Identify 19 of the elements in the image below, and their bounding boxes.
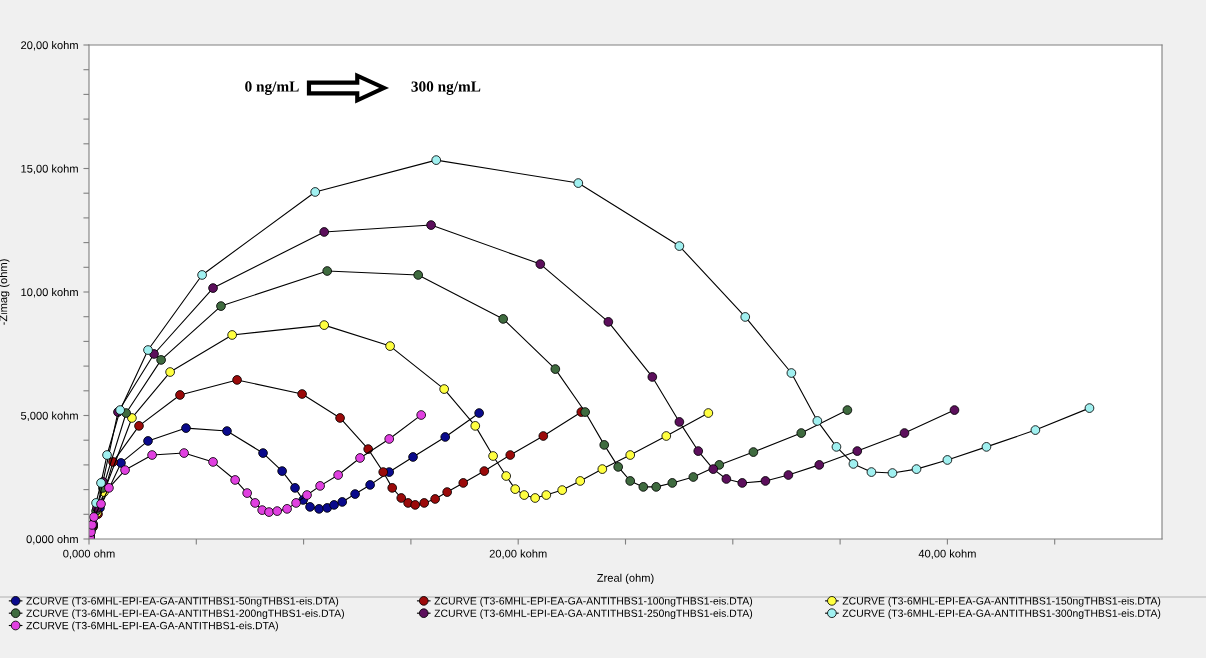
legend-label: ZCURVE (T3-6MHL-EPI-EA-GA-ANTITHBS1-150ngTHBS1-eis.DTA)	[842, 596, 1161, 607]
y-tick-label: 20,00 kohm	[21, 40, 78, 51]
legend-label: ZCURVE (T3-6MHL-EPI-EA-GA-ANTITHBS1-eis.DTA)	[26, 621, 278, 632]
legend-label: ZCURVE (T3-6MHL-EPI-EA-GA-ANTITHBS1-200ngTHBS1-eis.DTA)	[26, 609, 344, 619]
legend-label: ZCURVE (T3-6MHL-EPI-EA-GA-ANTITHBS1-300ngTHBS1-eis.DTA)	[842, 609, 1161, 619]
annotation: 300 ng/mL	[411, 81, 481, 95]
y-tick-label: 10,00 kohm	[21, 287, 78, 298]
y-axis-title: -Zimag (ohm)	[0, 259, 10, 325]
y-tick-label: 5,000 kohm	[20, 411, 78, 421]
legend-label: ZCURVE (T3-6MHL-EPI-EA-GA-ANTITHBS1-100ngTHBS1-eis.DTA)	[434, 596, 753, 607]
x-axis-title: Zreal (ohm)	[597, 573, 654, 585]
legend-label: ZCURVE (T3-6MHL-EPI-EA-GA-ANTITHBS1-50ngTHBS1-eis.DTA)	[26, 596, 339, 607]
legend-label: ZCURVE (T3-6MHL-EPI-EA-GA-ANTITHBS1-250ngTHBS1-eis.DTA)	[434, 609, 753, 619]
x-tick-label: 0,000 ohm	[63, 549, 115, 559]
y-tick-label: 0,000 ohm	[26, 534, 78, 545]
y-tick-label: 15,00 kohm	[21, 164, 78, 174]
x-tick-label: 20,00 kohm	[489, 549, 547, 559]
annotation: 0 ng/mL	[245, 81, 299, 95]
x-tick-label: 40,00 kohm	[918, 549, 976, 559]
